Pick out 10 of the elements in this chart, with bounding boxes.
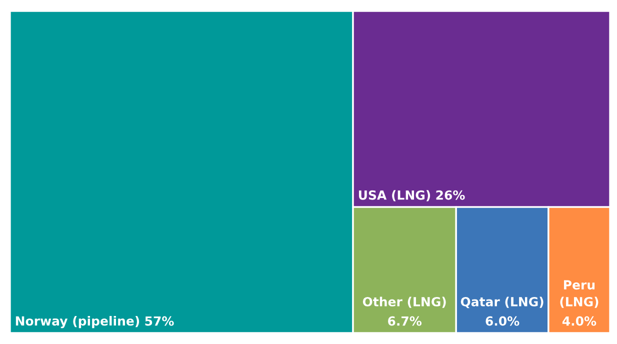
data-label: 4.0% xyxy=(562,316,596,326)
data-label: 6.7% xyxy=(388,316,422,326)
category-label: USA (LNG) xyxy=(358,190,430,202)
category-label: Other (LNG) xyxy=(362,296,446,308)
category-label: Norway (pipeline) xyxy=(16,316,140,328)
data-label: 57% xyxy=(145,316,174,326)
data-label: 26% xyxy=(436,190,465,200)
category-label: Peru (LNG) xyxy=(560,280,598,308)
data-label: 6.0% xyxy=(486,316,520,326)
category-label: Qatar (LNG) xyxy=(460,296,544,308)
